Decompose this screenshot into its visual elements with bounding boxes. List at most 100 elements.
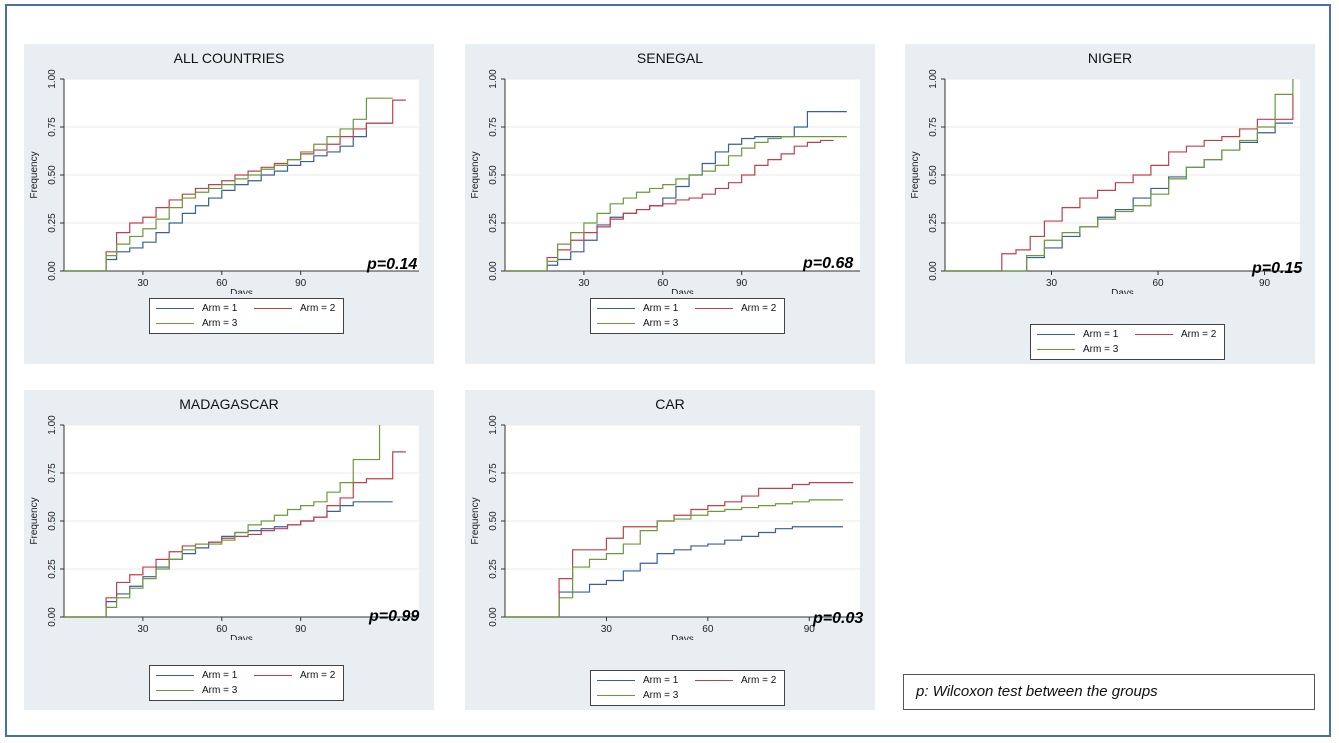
- x-axis-label: Days: [671, 288, 694, 294]
- y-axis-label: Frequency: [29, 151, 40, 198]
- y-tick-label: 0.25: [47, 559, 58, 579]
- y-tick-label: 0.75: [928, 117, 939, 137]
- legend-swatch-arm-2: [254, 308, 292, 309]
- p-value: p=0.15: [1252, 260, 1303, 277]
- x-tick-label: 90: [1259, 278, 1271, 289]
- panel-title: CAR: [655, 396, 685, 412]
- panel-senegal: SENEGAL 0.00 0.25 0.50 0.75 1.00 30 60 90 Days Fr…: [465, 44, 875, 364]
- legend-arm-2: Arm = 2: [254, 303, 335, 314]
- series-arm-1-line: [64, 122, 393, 272]
- series-arm-2-line: [64, 99, 406, 272]
- y-tick-label: 1.00: [47, 69, 58, 89]
- wilcoxon-note: p: Wilcoxon test between the groups: [903, 674, 1315, 710]
- legend-label: Arm = 1: [1083, 329, 1119, 340]
- legend-swatch-arm-2: [254, 675, 292, 676]
- x-tick-label: 90: [736, 278, 748, 289]
- chart-svg: 0.00 0.25 0.50 0.75 1.00 30 60 90 Days Frequency: [29, 69, 419, 294]
- y-tick-label: 0.25: [488, 213, 499, 233]
- y-tick-label: 1.00: [47, 415, 58, 435]
- p-value: p=0.99: [369, 608, 420, 625]
- legend: Arm = 1 Arm = 2 Arm = 3: [590, 670, 785, 706]
- legend-label: Arm = 2: [300, 303, 336, 314]
- y-tick-label: 0.00: [928, 261, 939, 281]
- panel-car: CAR 0.00 0.25 0.50 0.75 1.00 30 60 90 Days Freque…: [465, 390, 875, 710]
- legend-swatch-arm-2: [695, 680, 733, 681]
- y-tick-label: 0.75: [47, 117, 58, 137]
- legend-label: Arm = 3: [202, 685, 238, 696]
- x-tick-label: 90: [295, 278, 307, 289]
- y-tick-label: 1.00: [928, 69, 939, 89]
- series-arm-1-line: [505, 526, 844, 618]
- legend-label: Arm = 3: [643, 690, 679, 701]
- series-arm-2-line: [64, 451, 406, 618]
- legend-label: Arm = 3: [1083, 344, 1119, 355]
- legend-label: Arm = 1: [643, 303, 679, 314]
- legend-arm-3: Arm = 3: [1037, 344, 1118, 355]
- legend-label: Arm = 1: [202, 303, 238, 314]
- x-tick-label: 90: [804, 624, 816, 635]
- legend-label: Arm = 2: [741, 303, 777, 314]
- x-tick-label: 30: [137, 624, 149, 635]
- legend-label: Arm = 2: [741, 675, 777, 686]
- x-tick-label: 90: [295, 624, 307, 635]
- x-tick-label: 60: [216, 624, 228, 635]
- p-value: p=0.14: [367, 256, 418, 273]
- y-tick-label: 0.50: [47, 511, 58, 531]
- x-axis-label: Days: [230, 634, 253, 640]
- y-tick-label: 1.00: [488, 415, 499, 435]
- x-tick-label: 30: [1046, 278, 1058, 289]
- y-tick-label: 0.00: [488, 607, 499, 627]
- p-value: p=0.68: [803, 255, 854, 272]
- figure-frame: [5, 4, 1331, 737]
- y-tick-label: 0.50: [47, 165, 58, 185]
- series-arm-1-line: [505, 111, 847, 272]
- legend: Arm = 1 Arm = 2 Arm = 3: [149, 298, 344, 334]
- y-tick-label: 0.75: [47, 463, 58, 483]
- legend-arm-3: Arm = 3: [597, 690, 678, 701]
- panel-all-countries: ALL COUNTRIES 0.00 0.25 0.50 0.75 1.00 30 60 90…: [24, 44, 434, 364]
- panel-madagascar: MADAGASCAR 0.00 0.25 0.50 0.75 1.00 30 60 90 Day…: [24, 390, 434, 710]
- legend-swatch-arm-2: [695, 308, 733, 309]
- chart-svg: 0.00 0.25 0.50 0.75 1.00 30 60 90 Days Frequency: [470, 415, 860, 640]
- legend: Arm = 1 Arm = 2 Arm = 3: [149, 665, 344, 701]
- y-tick-label: 0.75: [488, 463, 499, 483]
- legend-arm-1: Arm = 1: [1037, 329, 1118, 340]
- legend-arm-1: Arm = 1: [156, 670, 237, 681]
- legend-swatch-arm-3: [597, 323, 635, 324]
- y-tick-label: 0.00: [47, 607, 58, 627]
- x-tick-label: 60: [702, 624, 714, 635]
- legend-swatch-arm-1: [597, 308, 635, 309]
- legend-swatch-arm-3: [156, 323, 194, 324]
- legend-swatch-arm-1: [156, 308, 194, 309]
- legend-arm-2: Arm = 2: [695, 303, 776, 314]
- legend-label: Arm = 3: [202, 318, 238, 329]
- y-tick-label: 0.50: [928, 165, 939, 185]
- y-tick-label: 0.25: [928, 213, 939, 233]
- y-tick-label: 1.00: [488, 69, 499, 89]
- x-tick-label: 60: [216, 278, 228, 289]
- x-tick-label: 30: [601, 624, 613, 635]
- legend-label: Arm = 1: [202, 670, 238, 681]
- legend: Arm = 1 Arm = 2 Arm = 3: [1030, 324, 1225, 360]
- legend-arm-3: Arm = 3: [156, 685, 237, 696]
- legend-swatch-arm-2: [1135, 334, 1173, 335]
- y-tick-label: 0.50: [488, 165, 499, 185]
- y-tick-label: 0.00: [47, 261, 58, 281]
- legend-arm-1: Arm = 1: [597, 675, 678, 686]
- panel-title: NIGER: [1087, 50, 1133, 66]
- legend-arm-2: Arm = 2: [1135, 329, 1216, 340]
- y-tick-label: 0.25: [488, 559, 499, 579]
- y-tick-label: 0.50: [488, 511, 499, 531]
- x-tick-label: 30: [137, 278, 149, 289]
- legend-arm-2: Arm = 2: [695, 675, 776, 686]
- x-tick-label: 60: [1152, 278, 1164, 289]
- x-tick-label: 60: [657, 278, 669, 289]
- legend-label: Arm = 2: [300, 670, 336, 681]
- x-tick-label: 30: [578, 278, 590, 289]
- y-axis-label: Frequency: [470, 497, 481, 544]
- x-axis-label: Days: [230, 288, 253, 294]
- chart-svg: 0.00 0.25 0.50 0.75 1.00 30 60 90 Days Frequency: [470, 69, 860, 294]
- legend-swatch-arm-3: [1037, 349, 1075, 350]
- legend-swatch-arm-3: [156, 690, 194, 691]
- p-value: p=0.03: [813, 610, 864, 627]
